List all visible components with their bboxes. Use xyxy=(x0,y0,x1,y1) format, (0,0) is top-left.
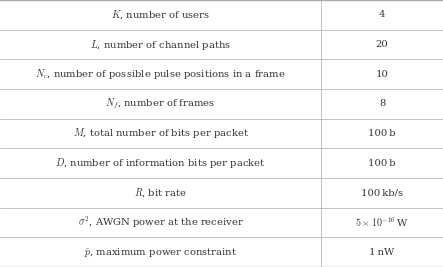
Text: $K$, number of users: $K$, number of users xyxy=(111,9,210,21)
Text: $N_c$, number of possible pulse positions in a frame: $N_c$, number of possible pulse position… xyxy=(35,67,286,81)
Text: 100 kb/s: 100 kb/s xyxy=(361,188,403,197)
Text: 100 b: 100 b xyxy=(368,159,396,168)
Text: $5 \times 10^{-16}$ W: $5 \times 10^{-16}$ W xyxy=(355,216,409,229)
Text: $\bar{p}$, maximum power constraint: $\bar{p}$, maximum power constraint xyxy=(84,246,237,259)
Text: $N_f$, number of frames: $N_f$, number of frames xyxy=(105,97,216,111)
Text: $\sigma^2$, AWGN power at the receiver: $\sigma^2$, AWGN power at the receiver xyxy=(78,215,244,230)
Text: 1 nW: 1 nW xyxy=(369,248,395,257)
Text: 20: 20 xyxy=(376,40,389,49)
Text: 10: 10 xyxy=(376,70,389,79)
Text: 8: 8 xyxy=(379,99,385,108)
Text: 100 b: 100 b xyxy=(368,129,396,138)
Text: $R$, bit rate: $R$, bit rate xyxy=(134,187,187,199)
Text: $L$, number of channel paths: $L$, number of channel paths xyxy=(90,37,231,52)
Text: $M$, total number of bits per packet: $M$, total number of bits per packet xyxy=(73,127,249,140)
Text: 4: 4 xyxy=(379,10,385,19)
Text: $D$, number of information bits per packet: $D$, number of information bits per pack… xyxy=(55,156,266,170)
